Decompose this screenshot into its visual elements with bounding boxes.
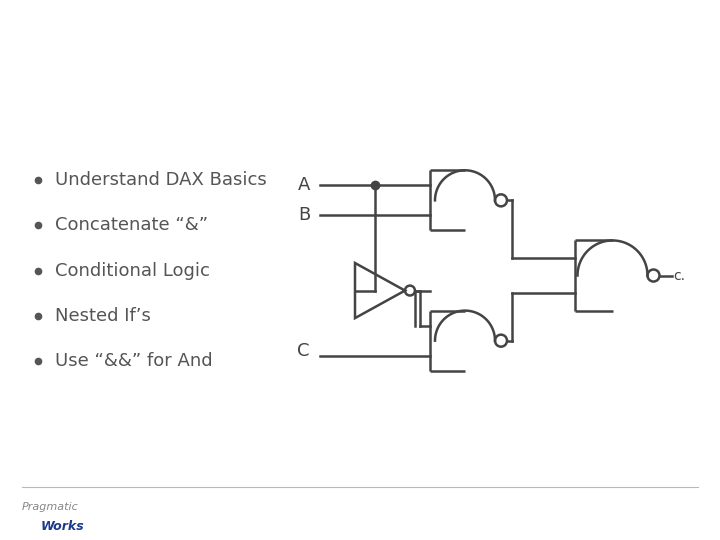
Text: Works: Works — [40, 520, 84, 533]
Text: B: B — [298, 206, 310, 225]
Text: Use “&&” for And: Use “&&” for And — [55, 352, 212, 370]
Text: Pragmatic: Pragmatic — [22, 502, 78, 512]
Text: Nested If’s: Nested If’s — [55, 307, 151, 325]
Text: c.: c. — [673, 268, 685, 282]
Text: C: C — [297, 342, 310, 360]
Text: Conditional Logic: Conditional Logic — [55, 261, 210, 280]
Text: Concatenate “&”: Concatenate “&” — [55, 217, 208, 234]
Text: Understand DAX Basics: Understand DAX Basics — [55, 171, 266, 190]
Text: A: A — [297, 177, 310, 194]
Text: Review: Review — [25, 43, 153, 77]
Text: INTRO TO DAX: INTRO TO DAX — [25, 19, 115, 30]
